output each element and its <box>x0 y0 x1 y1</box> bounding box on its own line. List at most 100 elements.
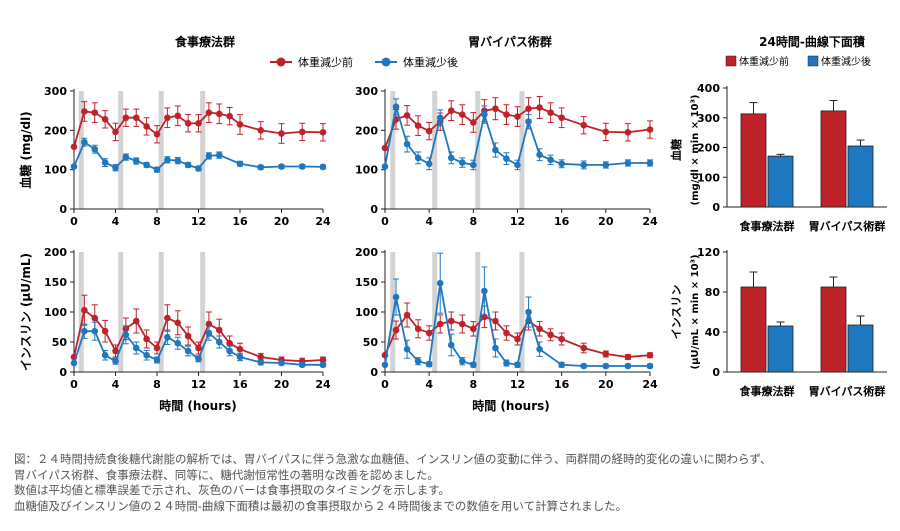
y-tick-label: 50 <box>52 336 68 349</box>
legend-after-label: 体重減少後 <box>403 55 458 69</box>
legend-bar-before-swatch <box>725 55 737 67</box>
data-point <box>514 335 521 343</box>
y-tick-label: 300 <box>44 85 67 98</box>
data-point <box>81 327 88 335</box>
y-tick-label: 0 <box>370 366 378 379</box>
data-point <box>205 109 213 116</box>
data-point <box>164 114 171 122</box>
y-tick-label: 40 <box>705 326 721 339</box>
data-point <box>458 111 466 118</box>
title-bypass: 胃バイパス術群 <box>468 34 552 49</box>
auc-glucose-ylabel-name: 血糖 <box>669 139 683 161</box>
data-point <box>91 109 99 116</box>
data-point <box>164 156 171 164</box>
legend-bar-before-label: 体重減少前 <box>739 55 789 68</box>
data-point <box>236 345 244 353</box>
x-tick-label: 16 <box>232 378 248 391</box>
data-point <box>195 119 202 127</box>
y-tick-label: 300 <box>697 112 720 125</box>
data-point <box>536 151 543 159</box>
data-point <box>492 317 499 325</box>
x-tick-label: 8 <box>153 215 161 228</box>
y-tick-label: 100 <box>697 171 720 184</box>
data-point <box>184 119 192 127</box>
data-point <box>215 110 223 118</box>
y-tick-label: 200 <box>44 124 67 137</box>
x-tick-label: 4 <box>112 215 120 228</box>
data-point <box>525 105 532 112</box>
data-point <box>392 103 400 111</box>
y-tick-label: 100 <box>355 306 378 319</box>
bar-after <box>767 325 794 373</box>
series-line <box>384 283 650 367</box>
legend-bar-after-label: 体重減少後 <box>821 55 871 68</box>
data-point <box>447 154 455 162</box>
data-point <box>425 127 433 135</box>
series-after <box>70 321 327 369</box>
data-point <box>403 112 411 119</box>
data-point <box>547 331 554 339</box>
data-point <box>536 325 543 333</box>
data-point <box>392 293 400 301</box>
meal-bar <box>519 252 525 372</box>
auc-insulin-ylabel-name: インスリン <box>670 285 683 340</box>
meal-bar <box>118 91 124 209</box>
data-point <box>547 156 554 164</box>
data-point <box>112 357 119 365</box>
x-tick-label: 24 <box>642 215 658 228</box>
data-point <box>602 362 610 370</box>
data-point <box>492 105 499 112</box>
data-point <box>257 164 265 171</box>
data-point <box>624 362 632 370</box>
x-tick-label: 20 <box>274 215 290 228</box>
data-point <box>425 160 433 168</box>
data-point <box>425 329 433 337</box>
data-point <box>425 360 433 368</box>
category-label: 食事療法群 <box>740 219 795 233</box>
data-point <box>580 161 588 169</box>
data-point <box>164 333 171 341</box>
y-tick-label: 400 <box>697 82 720 95</box>
data-point <box>414 122 422 129</box>
legend-lines: 体重減少前 体重減少後 <box>270 55 458 69</box>
x-tick-label: 12 <box>191 215 206 228</box>
x-tick-label: 4 <box>112 378 120 391</box>
data-point <box>132 344 140 352</box>
data-point <box>547 109 554 116</box>
data-point <box>602 350 610 358</box>
data-point <box>319 361 327 369</box>
data-point <box>215 338 223 346</box>
data-point <box>414 357 422 365</box>
data-point <box>153 356 161 364</box>
data-point <box>470 119 477 126</box>
title-auc: 24時間-曲線下面積 <box>759 34 866 49</box>
x-tick-label: 24 <box>642 378 658 391</box>
data-point <box>112 347 119 355</box>
series-before <box>70 294 327 365</box>
x-tick-label: 12 <box>510 215 525 228</box>
data-point <box>81 306 88 314</box>
y-tick-label: 150 <box>44 276 67 289</box>
data-point <box>414 325 422 333</box>
y-tick-label: 300 <box>355 85 378 98</box>
data-point <box>392 326 400 334</box>
data-point <box>381 361 389 369</box>
data-point <box>492 344 499 352</box>
data-point <box>503 111 510 118</box>
data-point <box>101 351 109 359</box>
data-point <box>436 320 444 328</box>
meal-bar <box>432 252 438 372</box>
data-point <box>381 163 389 170</box>
y-tick-label: 100 <box>44 164 67 177</box>
caption-line-1: 図：２４時間持続食後糖代謝能の解析では、胃バイパスに伴う急激な血糖値、インスリン… <box>14 452 772 466</box>
data-point <box>298 361 306 369</box>
data-point <box>195 344 202 352</box>
data-point <box>470 161 477 169</box>
data-point <box>278 163 285 170</box>
meal-bar <box>432 91 438 209</box>
data-point <box>226 347 233 355</box>
x-tick-label: 16 <box>232 215 248 228</box>
caption: 図：２４時間持続食後糖代謝能の解析では、胃バイパスに伴う急激な血糖値、インスリン… <box>14 452 894 514</box>
line-chart-glucose_diet: 0 100 200 300 0 4 8 12 16 20 24 <box>44 85 331 228</box>
